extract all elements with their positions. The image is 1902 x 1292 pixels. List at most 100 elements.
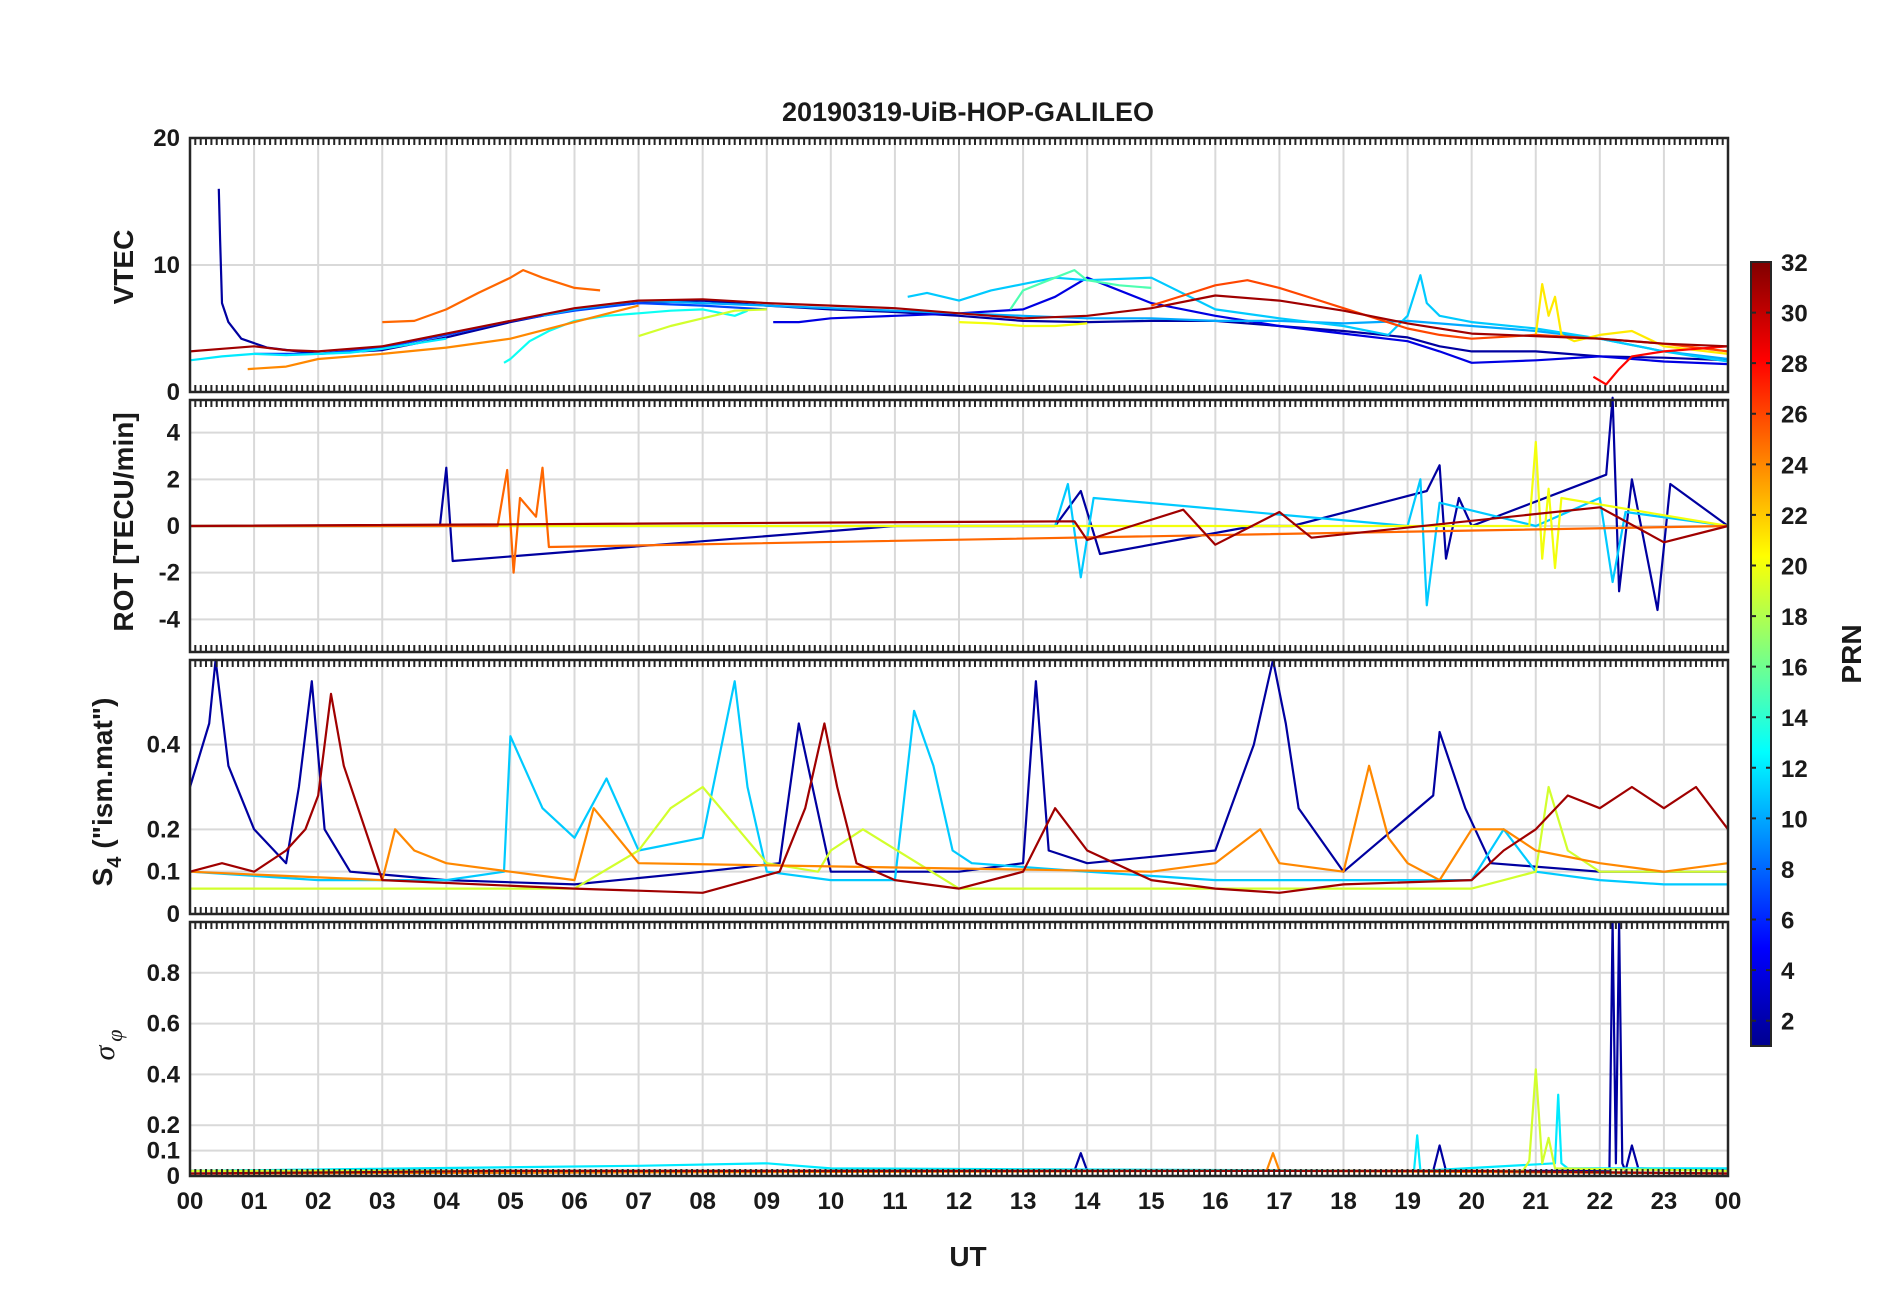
x-tick-label: 20	[1458, 1188, 1485, 1215]
s4-series-prn-11	[189, 680, 1728, 886]
x-tick-label: 18	[1330, 1188, 1357, 1215]
vtec-ytick-label: 10	[153, 252, 180, 279]
s4-ytick-label: 0	[167, 901, 180, 928]
x-tick-label: 15	[1138, 1188, 1165, 1215]
vtec-series-prn-4	[773, 276, 1729, 366]
sigma_phi-series-prn-19	[190, 1068, 1729, 1173]
x-tick-label: 00	[1715, 1188, 1742, 1215]
x-tick-label: 08	[689, 1188, 716, 1215]
colorbar-tick-label: 2	[1781, 1009, 1794, 1036]
x-tick-label: 05	[497, 1188, 524, 1215]
colorbar-tick-label: 18	[1781, 604, 1808, 631]
s4-ytick-label: 0.2	[147, 816, 180, 843]
x-tick-label: 17	[1266, 1188, 1293, 1215]
colorbar-tick-label: 6	[1781, 908, 1794, 935]
x-axis-label: UT	[949, 1241, 986, 1272]
sigma_phi-ytick-label: 0.6	[147, 1011, 180, 1038]
rot-series-prn-11	[190, 478, 1729, 607]
vtec-series-prn-24	[247, 304, 639, 371]
vtec-axes-frame	[188, 136, 1730, 394]
vtec-y-label: VTEC	[108, 230, 139, 305]
vtec-ytick-label: 20	[153, 125, 180, 152]
sigma_phi-ytick-label: 0.4	[147, 1061, 181, 1088]
vtec-series-prn-11	[907, 274, 1729, 363]
rot-ytick-label: 0	[167, 513, 180, 540]
sigma_phi-ytick-label: 0	[167, 1163, 180, 1190]
s4-series-prn-31	[189, 692, 1729, 894]
colorbar-tick-label: 22	[1781, 503, 1808, 530]
colorbar-tick-label: 24	[1781, 452, 1808, 479]
s4-axes-frame	[188, 658, 1730, 916]
x-tick-label: 14	[1074, 1188, 1101, 1215]
vtec-series-prn-20	[958, 321, 1088, 328]
x-tick-label: 02	[305, 1188, 332, 1215]
panels: 01020-4-202400.10.20.400.10.20.40.60.800…	[147, 125, 1742, 1215]
x-tick-label: 10	[817, 1188, 844, 1215]
s4-ytick-label: 0.1	[147, 859, 180, 886]
sigma-y-label-sub: φ	[102, 1030, 127, 1042]
x-tick-label: 01	[241, 1188, 268, 1215]
rot-ytick-label: -2	[159, 560, 180, 587]
rot-ytick-label: -4	[159, 606, 181, 633]
rot-series-prn-25	[190, 466, 1729, 574]
rot-panel: -4 -2 0 2 4	[159, 396, 1730, 654]
sigma_phi-series-prn-12	[189, 1093, 1728, 1173]
x-tick-label: 21	[1522, 1188, 1549, 1215]
colorbar	[1750, 261, 1772, 1047]
s4-series-prn-2	[188, 658, 1728, 886]
x-tick-label: 04	[433, 1188, 460, 1215]
colorbar-tick-label: 10	[1781, 806, 1808, 833]
s4-y-label-main: S	[87, 868, 118, 887]
s4-ytick-label: 0.4	[147, 732, 181, 759]
s4-y-label-text: ("ism.mat")	[87, 698, 118, 849]
colorbar-tick-label: 26	[1781, 402, 1808, 429]
vtec-series-prn-19	[638, 308, 767, 338]
vtec-series-prn-12	[189, 337, 447, 362]
vtec-series-prn-10	[542, 299, 1729, 361]
vtec-series-prn-28	[1592, 345, 1729, 386]
sigma_phi-series-prn-2	[190, 920, 1729, 1173]
colorbar-tick-label: 4	[1781, 958, 1795, 985]
sigma-y-label-main: σ	[88, 1044, 121, 1060]
x-tick-label: 19	[1394, 1188, 1421, 1215]
colorbar-tick-label: 16	[1781, 655, 1808, 682]
rot-series-prn-2	[190, 396, 1729, 612]
x-tick-label: 23	[1651, 1188, 1678, 1215]
vtec-series-prn-13	[503, 308, 748, 364]
sigma_phi-ytick-label: 0.1	[147, 1138, 180, 1165]
sigma_phi-axes-frame	[188, 920, 1730, 1178]
s4-y-label-sub: 4	[104, 856, 126, 868]
colorbar-label: PRN	[1836, 624, 1867, 683]
colorbar-tick-label: 30	[1781, 301, 1808, 328]
sigma_phi-ytick-label: 0.2	[147, 1112, 180, 1139]
rot-axes-frame	[188, 398, 1730, 654]
vtec-series-prn-25	[382, 269, 601, 324]
x-tick-label: 00	[177, 1188, 204, 1215]
x-tick-label: 09	[753, 1188, 780, 1215]
rot-series-prn-31	[189, 506, 1729, 546]
colorbar-tick-label: 28	[1781, 351, 1808, 378]
rot-series-prn-20	[190, 440, 1729, 570]
x-tick-label: 11	[882, 1188, 907, 1215]
colorbar-tick-label: 12	[1781, 756, 1808, 783]
s4-series-prn-24	[189, 764, 1729, 882]
vtec-ytick-label: 0	[167, 379, 180, 406]
colorbar-tick-label: 20	[1781, 553, 1808, 580]
sigma_phi-ytick-label: 0.8	[147, 960, 180, 987]
rot-ytick-label: 2	[167, 466, 180, 493]
x-tick-label: 12	[946, 1188, 973, 1215]
figure-title: 20190319-UiB-HOP-GALILEO	[782, 97, 1154, 127]
colorbar-tick-label: 32	[1781, 250, 1808, 277]
rot-ytick-label: 4	[167, 420, 181, 447]
sigma-y-label: σφ	[88, 1030, 127, 1061]
x-tick-label: 03	[369, 1188, 396, 1215]
vtec-panel: 0 10 20	[153, 125, 1730, 406]
x-tick-label: 16	[1202, 1188, 1229, 1215]
colorbar-tick-label: 8	[1781, 857, 1794, 884]
s4-y-label: S4 ("ism.mat")	[87, 698, 126, 887]
x-tick-label: 06	[561, 1188, 588, 1215]
s4-panel: 0 0.1 0.2 0.4	[147, 658, 1730, 928]
rot-y-label: ROT [TECU/min]	[108, 412, 139, 631]
x-tick-label: 13	[1010, 1188, 1037, 1215]
